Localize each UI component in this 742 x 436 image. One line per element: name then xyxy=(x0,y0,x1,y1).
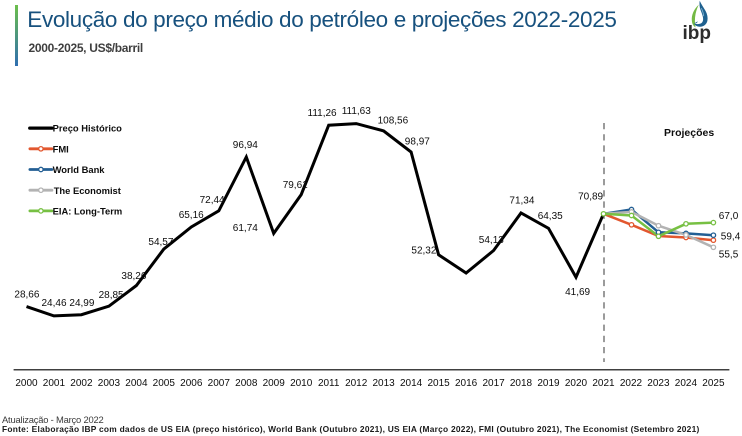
svg-text:72,44: 72,44 xyxy=(200,195,225,206)
svg-text:71,34: 71,34 xyxy=(509,196,534,207)
svg-text:111,63: 111,63 xyxy=(342,106,372,117)
svg-text:2001: 2001 xyxy=(43,378,66,389)
svg-text:2012: 2012 xyxy=(345,378,368,389)
svg-text:2005: 2005 xyxy=(153,378,176,389)
svg-text:EIA: Long-Term: EIA: Long-Term xyxy=(53,206,123,217)
svg-text:2003: 2003 xyxy=(98,378,121,389)
svg-text:24,99: 24,99 xyxy=(69,298,94,309)
svg-text:67,0: 67,0 xyxy=(719,211,739,222)
svg-text:28,85: 28,85 xyxy=(99,290,124,301)
svg-text:World Bank: World Bank xyxy=(53,164,106,175)
svg-text:2023: 2023 xyxy=(647,378,670,389)
svg-text:55,5: 55,5 xyxy=(719,249,739,260)
svg-text:2009: 2009 xyxy=(263,378,286,389)
svg-text:2007: 2007 xyxy=(208,378,231,389)
svg-text:28,66: 28,66 xyxy=(14,290,39,301)
svg-text:108,56: 108,56 xyxy=(378,115,409,126)
svg-text:59,4: 59,4 xyxy=(721,232,741,243)
svg-text:54,57: 54,57 xyxy=(148,237,173,248)
svg-text:98,97: 98,97 xyxy=(405,136,430,147)
svg-text:70,89: 70,89 xyxy=(578,191,603,202)
svg-text:2008: 2008 xyxy=(235,378,258,389)
svg-text:The Economist: The Economist xyxy=(54,185,121,196)
svg-text:64,35: 64,35 xyxy=(538,211,563,222)
svg-text:111,26: 111,26 xyxy=(308,108,338,119)
svg-text:2010: 2010 xyxy=(290,378,313,389)
svg-text:2025: 2025 xyxy=(702,378,725,389)
svg-text:2024: 2024 xyxy=(675,378,698,389)
svg-text:2016: 2016 xyxy=(455,378,478,389)
svg-text:2013: 2013 xyxy=(372,378,395,389)
svg-text:FMI: FMI xyxy=(53,143,69,154)
svg-text:2022: 2022 xyxy=(620,378,643,389)
svg-text:41,69: 41,69 xyxy=(565,287,590,298)
svg-text:2000: 2000 xyxy=(15,378,38,389)
svg-text:65,16: 65,16 xyxy=(179,210,204,221)
svg-text:52,32: 52,32 xyxy=(411,246,436,257)
svg-text:Preço Histórico: Preço Histórico xyxy=(53,123,123,134)
svg-text:2004: 2004 xyxy=(125,378,148,389)
svg-text:24,46: 24,46 xyxy=(42,298,67,309)
svg-text:2019: 2019 xyxy=(537,378,560,389)
svg-text:Projeções: Projeções xyxy=(664,127,714,139)
svg-text:38,26: 38,26 xyxy=(121,271,146,282)
svg-text:2020: 2020 xyxy=(565,378,588,389)
svg-text:61,74: 61,74 xyxy=(233,223,258,234)
svg-text:2014: 2014 xyxy=(400,378,423,389)
svg-text:2018: 2018 xyxy=(510,378,533,389)
svg-text:96,94: 96,94 xyxy=(233,140,258,151)
svg-text:2015: 2015 xyxy=(427,378,450,389)
svg-text:2017: 2017 xyxy=(482,378,505,389)
svg-text:2006: 2006 xyxy=(180,378,203,389)
svg-text:2011: 2011 xyxy=(318,378,340,389)
svg-text:54,13: 54,13 xyxy=(479,235,504,246)
svg-text:2021: 2021 xyxy=(592,378,615,389)
svg-text:2002: 2002 xyxy=(70,378,93,389)
svg-text:79,61: 79,61 xyxy=(283,180,308,191)
